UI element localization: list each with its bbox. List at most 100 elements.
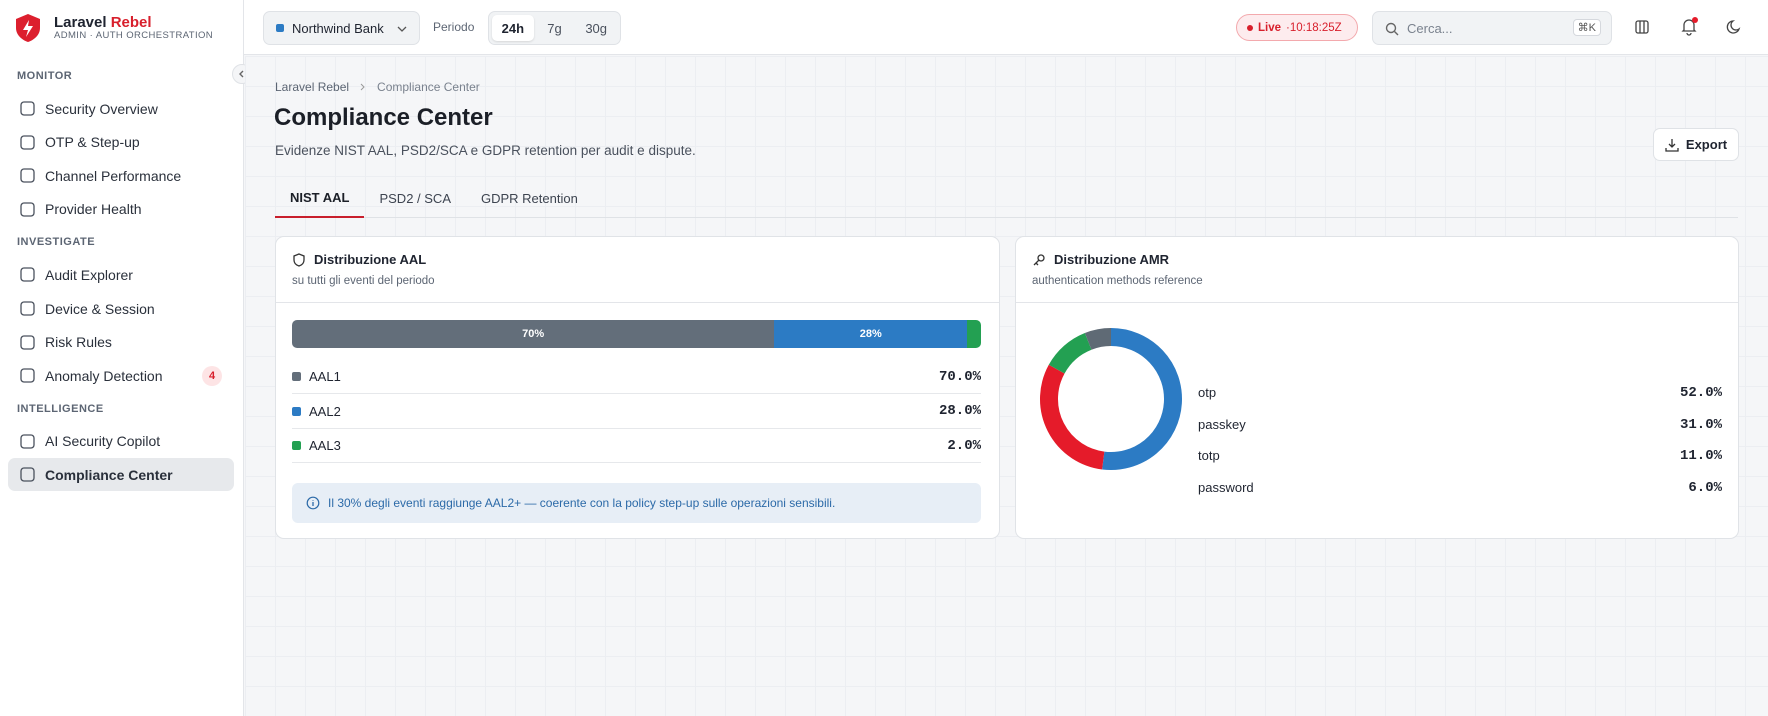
nav-item[interactable]: OTP & Step-up (8, 126, 234, 159)
live-dot (1247, 24, 1253, 31)
breadcrumb-separator (360, 83, 365, 91)
nav-icon (20, 267, 35, 283)
nav-icon-shape (20, 434, 35, 449)
legend-value: 52.0% (1679, 385, 1722, 401)
tab[interactable]: NIST AAL (275, 178, 365, 218)
nav-section-title: MONITOR (17, 70, 73, 82)
donut-slice (1040, 364, 1105, 470)
nav-icon-shape (20, 334, 35, 350)
collapse-icon (239, 70, 244, 78)
breadcrumb-link[interactable]: Laravel Rebel (275, 80, 350, 94)
amr-card: Distribuzione AMR authentication methods … (1015, 236, 1739, 539)
nav-icon (20, 168, 35, 183)
nav-icon (20, 368, 35, 383)
nav-icon-shape (20, 467, 35, 483)
nav-item[interactable]: Compliance Center (8, 458, 234, 492)
nav-icon (20, 467, 35, 483)
period-switch: 24h 7g 30g (488, 11, 621, 45)
legend-row: AAL3 2.0% (292, 429, 981, 463)
legend-name: passkey (1198, 416, 1246, 432)
nav-icon (20, 334, 35, 350)
nav-label: Compliance Center (45, 466, 173, 483)
nav-label: Audit Explorer (45, 266, 133, 283)
legend-value: 31.0% (1679, 416, 1722, 433)
legend-value: 70.0% (938, 368, 981, 385)
tenant-dot (276, 24, 284, 32)
note-text: Il 30% degli eventi raggiunge AAL2+ — co… (328, 496, 836, 510)
nav-icon-shape (20, 202, 35, 217)
nav-item[interactable]: Anomaly Detection 4 (8, 359, 234, 392)
tabs: NIST AAL PSD2 / SCA GDPR Retention (275, 178, 1738, 218)
nav-label: Provider Health (45, 201, 142, 218)
legend-row: AAL1 70.0% (292, 360, 981, 394)
card-icon-shape (293, 253, 305, 267)
brand-name: Laravel Rebel (54, 14, 152, 31)
nav-item[interactable]: Provider Health (8, 193, 234, 226)
nav-label: AI Security Copilot (45, 433, 161, 450)
breadcrumb: Laravel Rebel Compliance Center (275, 80, 480, 94)
aal-card: Distribuzione AAL su tutti gli eventi del… (275, 236, 1000, 539)
legend-name: otp (1198, 385, 1217, 400)
topbar: Northwind Bank Periodo 24h 7g 30g Live ·10… (244, 0, 1768, 55)
card-title: Distribuzione AMR (1054, 252, 1170, 267)
legend-name: AAL2 (309, 403, 341, 419)
notifications-button[interactable] (1679, 16, 1699, 36)
live-indicator: Live ·10:18:25Z (1236, 14, 1358, 41)
nav-item[interactable]: Security Overview (8, 92, 234, 125)
legend-row: AAL2 28.0% (292, 395, 981, 429)
card-divider (1016, 302, 1738, 303)
search-icon (1385, 22, 1399, 36)
info-note: Il 30% degli eventi raggiunge AAL2+ — co… (292, 483, 981, 523)
nav-icon (20, 202, 35, 217)
legend-value: 2.0% (947, 437, 981, 454)
nav-label: Channel Performance (45, 167, 182, 184)
nav-item[interactable]: Device & Session (8, 292, 234, 325)
layout-button[interactable] (1634, 19, 1650, 35)
nav-item[interactable]: Channel Performance (8, 159, 234, 192)
search-box[interactable]: Cerca... ⌘K (1372, 11, 1612, 45)
nav-icon (20, 301, 35, 316)
card-divider (276, 302, 999, 303)
period-option[interactable]: 7g (547, 20, 562, 36)
tab[interactable]: GDPR Retention (481, 190, 578, 206)
brand-text: Laravel (54, 14, 107, 31)
export-button[interactable]: Export (1653, 128, 1739, 161)
legend-name: password (1198, 479, 1254, 495)
period-option[interactable]: 24h (492, 15, 534, 41)
nav-label: OTP & Step-up (45, 134, 140, 151)
tenant-name: Northwind Bank (292, 20, 384, 36)
bar-segment: 70% (292, 320, 775, 348)
legend-name: AAL1 (309, 369, 341, 384)
nav-item[interactable]: Audit Explorer (8, 258, 234, 291)
nav-icon (20, 134, 35, 150)
live-time: ·10:18:25Z (1286, 21, 1342, 34)
nav-icon-shape (20, 101, 35, 116)
info-icon (306, 496, 320, 510)
card-title: Distribuzione AAL (314, 252, 427, 267)
theme-button[interactable] (1725, 18, 1743, 36)
card-icon-shape (1033, 254, 1045, 266)
content: Laravel Rebel Compliance Center Complian… (245, 56, 1768, 716)
tenant-select[interactable]: Northwind Bank (263, 11, 420, 45)
legend-value: 28.0% (938, 403, 981, 419)
stacked-bar: 70% 28% (292, 320, 981, 348)
nav-item[interactable]: AI Security Copilot (8, 425, 234, 458)
tab[interactable]: PSD2 / SCA (379, 190, 451, 206)
page-title: Compliance Center (274, 104, 493, 131)
bar-segment: 28% (774, 320, 968, 348)
page-description: Evidenze NIST AAL, PSD2/SCA e GDPR reten… (275, 143, 696, 158)
period-option[interactable]: 30g (585, 20, 608, 36)
nav-item[interactable]: Risk Rules (8, 326, 234, 359)
export-icon (1665, 138, 1679, 152)
bar-label: 70% (522, 328, 545, 340)
nav-icon-shape (20, 267, 35, 283)
live-label: Live (1258, 21, 1282, 34)
brand-subtitle: ADMIN · AUTH ORCHESTRATION (54, 30, 214, 41)
nav-icon (20, 101, 35, 116)
sidebar: Laravel Rebel ADMIN · AUTH ORCHESTRATION… (0, 0, 252, 716)
nav-section-title: INTELLIGENCE (17, 402, 104, 415)
search-placeholder: Cerca... (1407, 20, 1453, 36)
brand-accent: Rebel (110, 14, 152, 31)
donut (1040, 328, 1182, 470)
nav-badge: 4 (202, 366, 222, 387)
